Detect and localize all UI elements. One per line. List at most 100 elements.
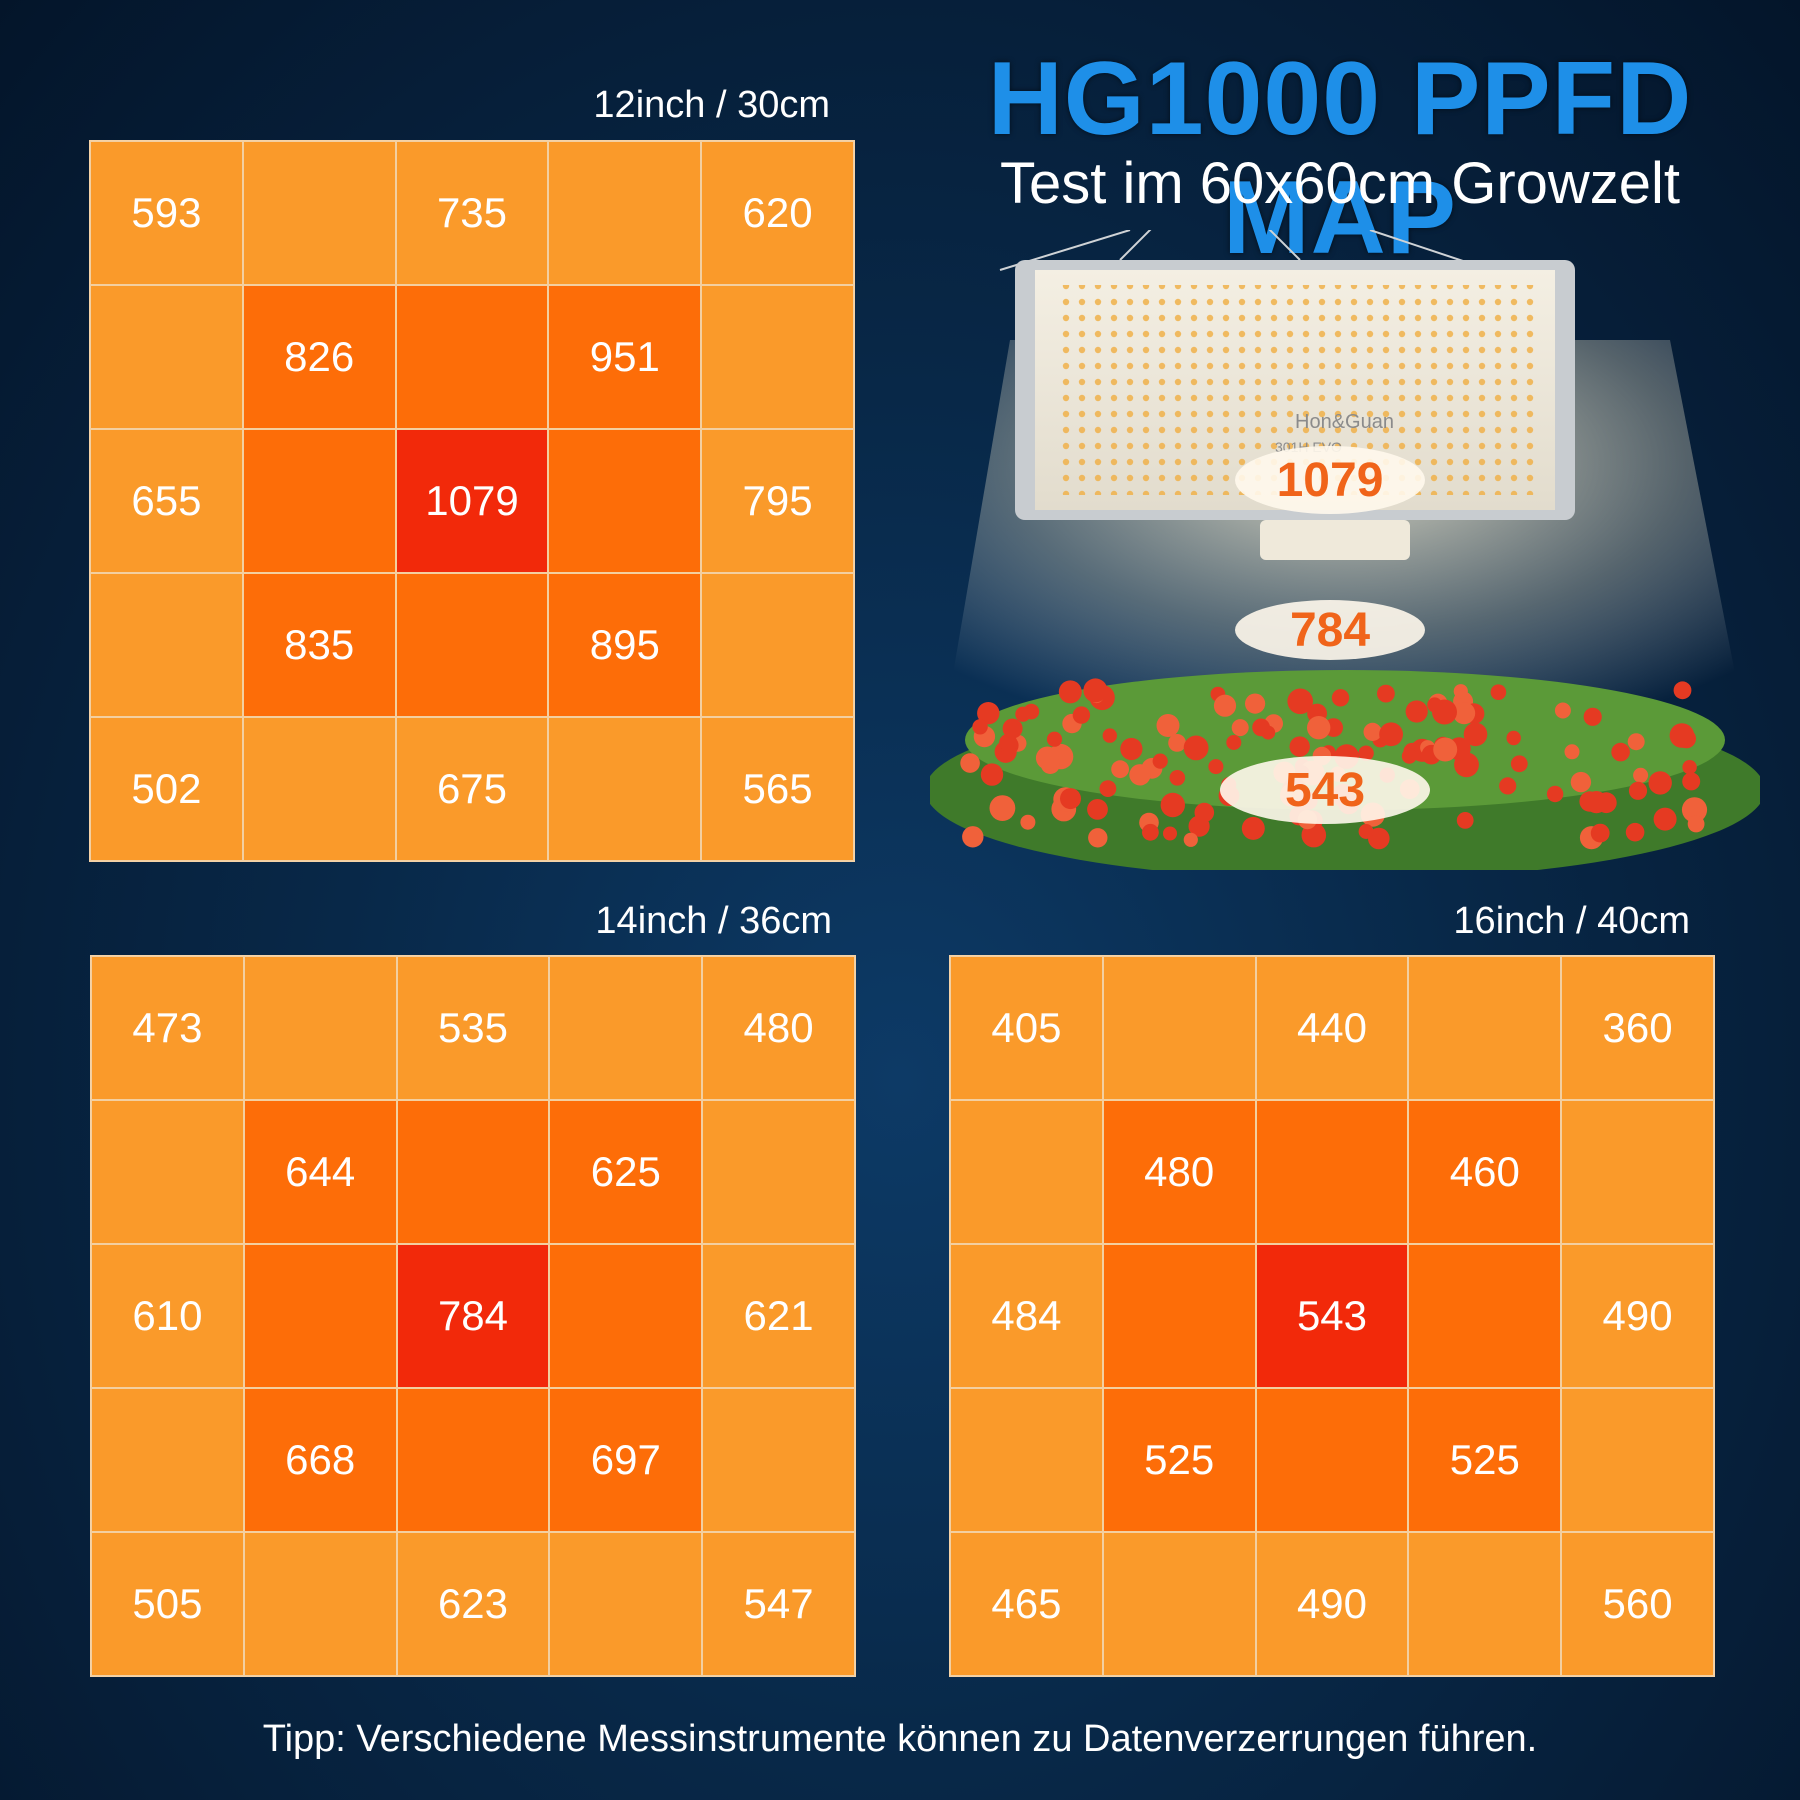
tomato <box>1245 693 1266 714</box>
ppfd-cell <box>396 1100 550 1244</box>
ppfd-cell: 360 <box>1561 956 1714 1100</box>
ppfd-cell <box>90 285 243 429</box>
ppfd-cell: 460 <box>1408 1100 1562 1244</box>
ppfd-badge-bottom <box>1220 756 1430 824</box>
ppfd-cell <box>396 1388 550 1532</box>
ppfd-cell <box>243 956 397 1100</box>
tomato <box>1456 812 1474 829</box>
ppfd-cell: 565 <box>701 717 854 861</box>
ppfd-value-bottom: 543 <box>1285 764 1365 817</box>
ppfd-cell: 490 <box>1561 1244 1714 1388</box>
ppfd-cell <box>243 1532 397 1676</box>
tomato <box>1183 735 1209 761</box>
ppfd-cell <box>549 1244 703 1388</box>
tomato <box>1072 706 1091 724</box>
tomato <box>1358 824 1374 839</box>
ppfd-cell: 473 <box>91 956 244 1100</box>
ppfd-cell: 610 <box>91 1244 244 1388</box>
tomato <box>1226 735 1242 750</box>
page-subtitle: Test im 60x60cm Growzelt <box>999 151 1681 216</box>
tomato <box>1585 791 1608 814</box>
tomato <box>1681 797 1708 823</box>
tomato <box>1046 731 1063 747</box>
ppfd-cell: 490 <box>1255 1532 1409 1676</box>
tomato <box>1060 788 1081 810</box>
tomato <box>1628 781 1648 800</box>
tomato <box>1169 770 1186 786</box>
ppfd-cell: 1079 <box>395 429 549 573</box>
tomato <box>1152 753 1168 769</box>
ppfd-cell <box>549 1532 703 1676</box>
ppfd-cell: 621 <box>702 1244 855 1388</box>
ppfd-cell <box>242 429 396 573</box>
tomato <box>1682 760 1697 775</box>
ppfd-badge-top <box>1235 446 1425 514</box>
ppfd-cell: 644 <box>243 1100 397 1244</box>
ppfd-cell <box>548 141 702 285</box>
tomato <box>1088 828 1108 848</box>
tomato <box>1554 702 1571 719</box>
ppfd-cell <box>91 1100 244 1244</box>
tomato <box>1453 702 1476 725</box>
tomato <box>1099 780 1117 797</box>
tomato <box>1252 718 1270 737</box>
tomato <box>1432 699 1457 725</box>
ppfd-cell <box>242 717 396 861</box>
tomato <box>1035 746 1059 770</box>
ppfd-cell: 668 <box>243 1388 397 1532</box>
ppfd-grid-16inch: 405 440 360 480 460 484 543 490 525 525 465 490 560 <box>949 955 1715 1677</box>
ppfd-cell <box>395 573 549 717</box>
tomato <box>1506 730 1521 746</box>
driver-box <box>1260 520 1410 560</box>
tomato <box>1289 736 1310 757</box>
ppfd-cell: 560 <box>1561 1532 1714 1676</box>
tomato <box>1111 760 1129 779</box>
tomato <box>1401 748 1417 764</box>
ppfd-cell <box>1561 1100 1714 1244</box>
ppfd-cell: 625 <box>549 1100 703 1244</box>
tomato <box>1087 799 1108 820</box>
tomato <box>1546 785 1564 803</box>
tomato <box>1208 759 1224 775</box>
ppfd-cell <box>701 573 854 717</box>
ppfd-cell: 484 <box>950 1244 1103 1388</box>
tomato <box>1142 823 1159 841</box>
ppfd-cell: 895 <box>548 573 702 717</box>
ppfd-cell <box>1102 1532 1256 1676</box>
tomato <box>1405 700 1428 723</box>
tomato <box>1682 772 1701 791</box>
ppfd-cell <box>395 285 549 429</box>
ppfd-cell: 795 <box>701 429 854 573</box>
tomato <box>1287 688 1313 715</box>
ppfd-cell <box>548 717 702 861</box>
tomato <box>980 763 1004 786</box>
tomato <box>1231 719 1249 737</box>
ppfd-cell <box>702 1100 855 1244</box>
ppfd-cell: 697 <box>549 1388 703 1532</box>
grid-label-14inch: 14inch / 36cm <box>595 900 832 942</box>
tomato <box>1213 694 1237 717</box>
tomato <box>1463 722 1488 747</box>
tomato <box>1307 716 1331 740</box>
tomato <box>1058 680 1082 704</box>
tomato <box>1499 777 1517 795</box>
ppfd-cell: 593 <box>90 141 243 285</box>
tomato <box>1102 728 1117 743</box>
ppfd-cell <box>1408 1532 1562 1676</box>
ppfd-cell: 623 <box>396 1532 550 1676</box>
tomato <box>1163 826 1177 841</box>
ppfd-cell <box>1408 1244 1562 1388</box>
tomato <box>1453 684 1468 699</box>
hanger-wire <box>1119 230 1152 261</box>
ppfd-value-top: 1079 <box>1277 454 1384 507</box>
tomato <box>1669 723 1695 748</box>
ppfd-cell: 465 <box>950 1532 1103 1676</box>
tomato <box>1358 745 1374 761</box>
tomato <box>1433 737 1458 762</box>
tomato <box>1160 792 1185 818</box>
tomato <box>1363 722 1382 741</box>
tomato <box>1120 737 1143 761</box>
tomato <box>1331 689 1350 707</box>
ppfd-cell: 480 <box>1102 1100 1256 1244</box>
tomato <box>1687 815 1705 833</box>
